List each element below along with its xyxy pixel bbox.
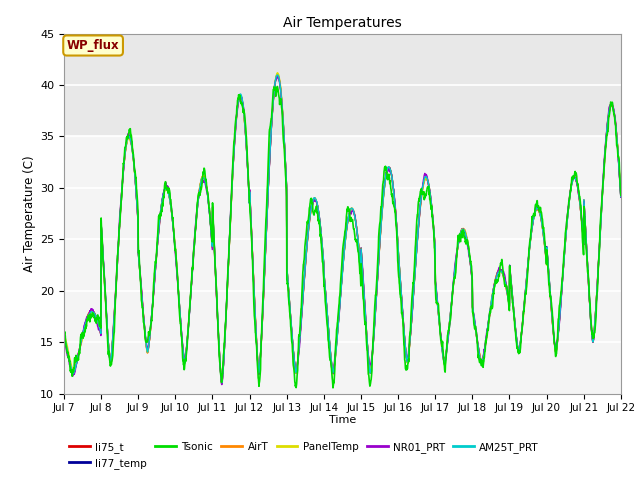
AirT [218,379,226,385]
li75_t [617,193,625,199]
Tsonic [273,84,281,89]
Y-axis label: Air Temperature (C): Air Temperature (C) [23,156,36,272]
NR01_PRT [216,349,223,355]
li75_t [216,347,223,353]
Title: Air Temperatures: Air Temperatures [283,16,402,30]
Tsonic [617,192,625,198]
Line: AM25T_PRT: AM25T_PRT [64,75,621,383]
Line: NR01_PRT: NR01_PRT [64,76,621,384]
PanelTemp [60,330,68,336]
li77_temp [371,314,379,320]
AirT [505,298,513,304]
AirT [216,348,223,354]
NR01_PRT [359,271,367,277]
AirT [371,314,379,320]
li75_t [274,72,282,78]
X-axis label: Time: Time [329,415,356,425]
AirT [617,193,625,199]
NR01_PRT [505,297,513,303]
li75_t [218,380,226,386]
li77_temp [60,332,68,338]
li75_t [584,264,591,269]
PanelTemp [274,70,282,75]
PanelTemp [216,348,223,353]
PanelTemp [371,316,379,322]
AM25T_PRT [60,332,68,337]
li75_t [505,299,513,304]
Tsonic [505,300,513,306]
PanelTemp [584,263,591,268]
li75_t [359,273,367,279]
Tsonic [359,292,367,298]
Tsonic [216,353,223,359]
Tsonic [568,176,576,181]
li77_temp [274,72,282,78]
Tsonic [371,300,379,305]
PanelTemp [568,180,576,185]
li77_temp [617,194,625,200]
Line: Tsonic: Tsonic [64,86,621,388]
li77_temp [584,264,591,270]
Legend: li75_t, li77_temp, Tsonic, AirT, PanelTemp, NR01_PRT, AM25T_PRT: li75_t, li77_temp, Tsonic, AirT, PanelTe… [69,442,539,469]
Line: li77_temp: li77_temp [64,75,621,384]
li75_t [568,179,576,185]
li75_t [371,314,379,320]
Tsonic [60,328,68,334]
NR01_PRT [371,316,379,322]
li77_temp [216,348,223,354]
PanelTemp [218,381,226,387]
NR01_PRT [568,179,576,184]
AM25T_PRT [505,298,513,304]
AirT [568,179,576,184]
AirT [274,72,282,77]
NR01_PRT [273,73,281,79]
AirT [584,262,591,268]
AM25T_PRT [568,180,576,186]
li77_temp [359,274,367,279]
AM25T_PRT [371,314,379,320]
AM25T_PRT [273,72,281,78]
Line: li75_t: li75_t [64,75,621,383]
NR01_PRT [617,194,625,200]
PanelTemp [617,192,625,197]
AM25T_PRT [218,380,226,385]
Text: WP_flux: WP_flux [67,39,120,52]
Bar [64,136,621,394]
PanelTemp [359,275,367,281]
AirT [60,333,68,338]
AM25T_PRT [617,193,625,199]
Line: AirT: AirT [64,74,621,382]
AM25T_PRT [216,347,223,353]
li77_temp [218,381,226,387]
Tsonic [584,268,591,274]
li77_temp [568,180,576,185]
AM25T_PRT [584,263,591,268]
AM25T_PRT [359,274,367,280]
AirT [359,276,367,281]
NR01_PRT [60,334,68,339]
Line: PanelTemp: PanelTemp [64,72,621,384]
PanelTemp [505,297,513,303]
li77_temp [505,297,513,302]
NR01_PRT [218,382,226,387]
Tsonic [329,385,337,391]
li75_t [60,333,68,338]
NR01_PRT [584,259,591,265]
